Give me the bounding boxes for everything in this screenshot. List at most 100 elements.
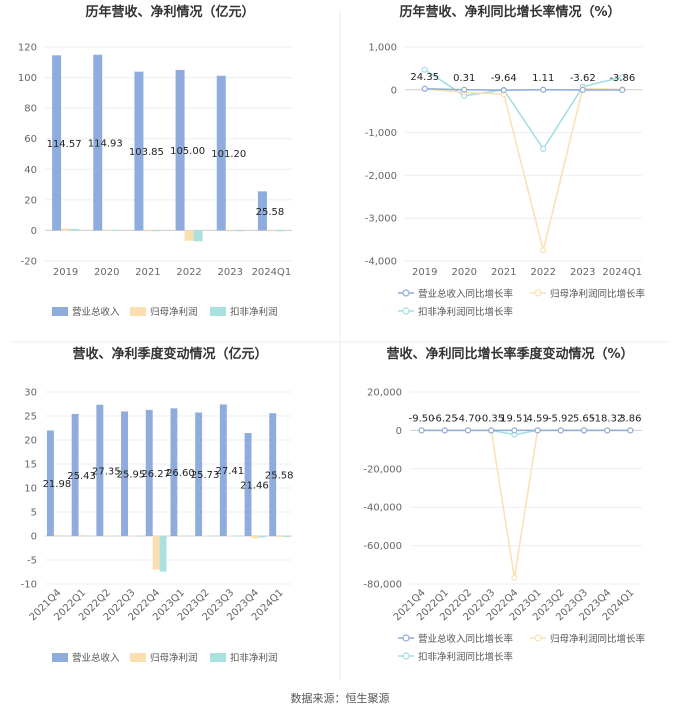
- bar: [275, 230, 285, 232]
- bar-value-label: 25.73: [191, 470, 220, 481]
- y-tick-label: 0: [391, 85, 397, 96]
- bar: [177, 535, 185, 537]
- legend-label: 归母净利润同比增长率: [550, 288, 646, 300]
- point-value-label: -4.70: [455, 413, 481, 424]
- chart-title: 营收、净利季度变动情况（亿元）: [72, 346, 267, 362]
- y-tick-label: -20,000: [363, 464, 402, 475]
- bar: [184, 230, 194, 241]
- legend-label: 归母净利润: [150, 652, 198, 664]
- data-source-footer: 数据来源：恒生聚源: [291, 691, 390, 705]
- series-point: [464, 427, 472, 434]
- bar: [184, 535, 192, 537]
- y-tick-label: -5: [27, 556, 37, 567]
- bar-value-label: 101.20: [211, 149, 246, 160]
- series-point: [627, 427, 634, 434]
- legend-marker: [402, 307, 410, 315]
- series-point: [540, 247, 547, 254]
- bar-value-label: 21.98: [43, 479, 72, 490]
- legend-label: 扣非净利润同比增长率: [418, 651, 514, 663]
- quarterly-growth-rate-chart: 营收、净利同比增长率季度变动情况（%） -80,000 -60,000 -40,000…: [363, 346, 645, 663]
- point-value-label: 1.11: [532, 73, 554, 84]
- series-point: [500, 87, 507, 94]
- bar: [233, 535, 241, 537]
- bar: [85, 535, 93, 537]
- bar: [71, 413, 79, 536]
- point-value-label: -6.25: [432, 413, 458, 424]
- bar-value-label: 114.57: [47, 139, 82, 150]
- bar-value-label: 105.00: [170, 146, 205, 157]
- y-tick-label: 80: [24, 104, 37, 115]
- bar: [219, 404, 227, 536]
- bar: [46, 430, 54, 536]
- x-tick-label: 2022: [531, 267, 556, 278]
- y-tick-label: -4,000: [365, 257, 397, 268]
- point-value-label: -5.92: [548, 413, 574, 424]
- x-tick-label: 2019: [53, 267, 78, 278]
- bar: [70, 228, 80, 231]
- x-tick-label: 2021: [135, 267, 160, 278]
- bar: [193, 230, 203, 242]
- bar: [226, 535, 234, 537]
- x-tick-label: 2019: [412, 267, 437, 278]
- series-point: [557, 427, 564, 434]
- point-value-label: 5.65: [573, 413, 595, 424]
- annual-revenue-profit-chart: 历年营收、净利情况（亿元） -20 0 20 40 60 80 100 120 2019 2020 2…: [18, 4, 292, 318]
- y-tick-label: 10: [24, 484, 37, 495]
- chart-title: 历年营收、净利情况（亿元）: [85, 4, 254, 20]
- y-tick-label: 15: [24, 460, 37, 471]
- point-value-label: -3.86: [609, 73, 635, 84]
- series-point: [511, 574, 518, 581]
- bar-value-label: 25.58: [265, 471, 294, 482]
- legend-marker: [402, 652, 410, 660]
- point-value-label: 24.35: [410, 72, 439, 83]
- bar: [234, 230, 244, 232]
- x-tick-label: 2023: [570, 267, 595, 278]
- legend-swatch: [52, 653, 68, 662]
- legend-marker: [402, 634, 410, 642]
- x-tick-label: 2023: [218, 267, 243, 278]
- bar: [283, 536, 291, 537]
- series-point: [418, 427, 425, 434]
- bar-value-label: 114.93: [88, 139, 123, 150]
- bar: [195, 412, 203, 536]
- bar-value-label: 25.58: [256, 207, 285, 218]
- bar: [60, 535, 68, 537]
- legend-marker: [534, 634, 542, 642]
- bar: [134, 71, 144, 231]
- legend-swatch: [130, 307, 146, 316]
- quarterly-revenue-profit-chart: 营收、净利季度变动情况（亿元）-10-50510152025302021Q420…: [21, 346, 294, 664]
- y-tick-label: 100: [18, 73, 37, 84]
- y-tick-label: 0: [31, 226, 37, 237]
- bar: [134, 535, 142, 537]
- series-point: [580, 427, 588, 434]
- bar: [258, 536, 266, 538]
- series-point: [619, 73, 626, 81]
- y-tick-label: 0: [31, 532, 37, 543]
- x-tick-label: 2020: [94, 267, 119, 278]
- y-tick-label: -60,000: [363, 541, 402, 552]
- point-value-label: -9.50: [409, 413, 435, 424]
- point-value-label: 19.51: [500, 413, 529, 424]
- point-value-label: -9.64: [491, 73, 517, 84]
- bar: [103, 535, 111, 537]
- bar: [93, 54, 103, 231]
- y-tick-label: 40: [24, 165, 37, 176]
- legend-swatch: [52, 307, 68, 316]
- bar: [102, 229, 112, 231]
- chart-title: 营收、净利同比增长率季度变动情况（%）: [386, 346, 633, 362]
- bar-value-label: 26.60: [166, 468, 195, 479]
- y-tick-label: 1,000: [368, 43, 397, 54]
- bar: [276, 536, 284, 537]
- point-value-label: -18.32: [591, 413, 623, 424]
- series-point: [619, 86, 626, 94]
- bar: [159, 536, 167, 572]
- series-line: [424, 87, 623, 251]
- x-tick-label: 2024Q1: [252, 267, 292, 278]
- legend-label: 营业总收入: [72, 306, 120, 318]
- x-tick-label: 2021: [491, 267, 516, 278]
- bar: [202, 535, 210, 537]
- bar: [266, 230, 276, 232]
- chart-title: 历年营收、净利同比增长率情况（%）: [399, 4, 620, 20]
